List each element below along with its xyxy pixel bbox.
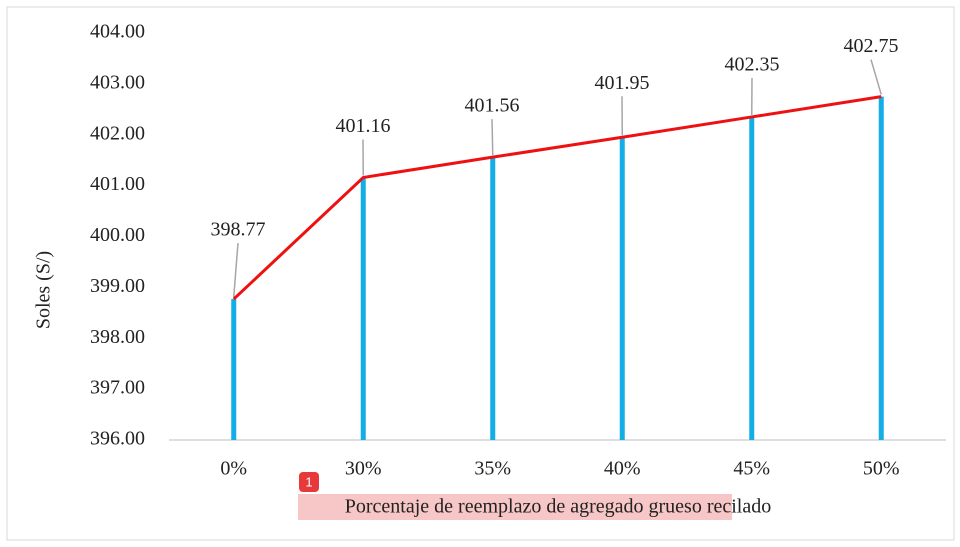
data-label: 401.56 bbox=[465, 95, 520, 117]
bar bbox=[619, 137, 625, 440]
leader-line bbox=[491, 119, 494, 156]
y-tick-label: 398.00 bbox=[90, 326, 145, 348]
bar bbox=[749, 116, 755, 440]
leader-line bbox=[870, 59, 882, 95]
x-tick-label: 40% bbox=[604, 458, 641, 480]
x-tick-label: 50% bbox=[863, 458, 900, 480]
leader-line bbox=[233, 243, 239, 298]
x-tick-label: 45% bbox=[733, 458, 770, 480]
annotation-badge bbox=[299, 472, 319, 492]
chart-border bbox=[6, 6, 955, 541]
bar bbox=[878, 96, 884, 440]
y-tick-label: 403.00 bbox=[90, 71, 145, 93]
annotation: 1 bbox=[305, 474, 312, 489]
line bbox=[232, 95, 882, 301]
bar bbox=[490, 157, 496, 440]
y-tick-label: 401.00 bbox=[90, 173, 145, 195]
x-tick-label: 35% bbox=[474, 458, 511, 480]
data-label: 402.75 bbox=[844, 35, 899, 57]
data-label: 401.95 bbox=[595, 72, 650, 94]
y-tick-label: 397.00 bbox=[90, 377, 145, 399]
y-axis-label: Soles (S/) bbox=[33, 251, 55, 329]
bar bbox=[360, 177, 366, 441]
x-tick-label: 30% bbox=[345, 458, 382, 480]
data-label: 402.35 bbox=[725, 54, 780, 76]
highlight bbox=[298, 494, 732, 520]
y-tick-label: 400.00 bbox=[90, 224, 145, 246]
data-label: 401.16 bbox=[336, 115, 391, 137]
data-label: 398.77 bbox=[211, 219, 266, 241]
x-tick-label: 0% bbox=[220, 458, 247, 480]
x-axis-label: Porcentaje de reemplazo de agregado grue… bbox=[345, 496, 771, 518]
y-tick-label: 402.00 bbox=[90, 122, 145, 144]
y-tick-label: 396.00 bbox=[90, 428, 145, 450]
bar bbox=[231, 299, 237, 440]
y-tick-label: 399.00 bbox=[90, 275, 145, 297]
y-tick-label: 404.00 bbox=[90, 21, 145, 43]
